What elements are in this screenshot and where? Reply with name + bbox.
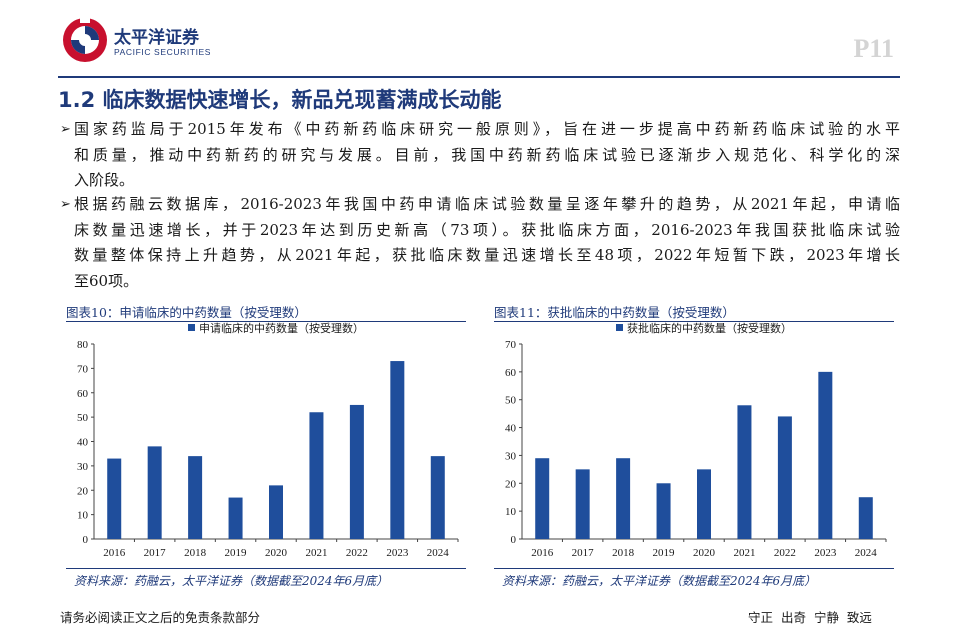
- bar-2017: [575, 469, 590, 539]
- x-tick-label: 2017: [144, 547, 167, 559]
- bar-chart-svg: 获批临床的中药数量（按受理数） 0 10 20 30 40 50 60 70 2016 2017 20…: [505, 322, 887, 559]
- legend-label: 申请临床的中药数量（按受理数）: [199, 322, 364, 335]
- chart-top-rule: [494, 321, 894, 322]
- logo-emblem-icon: [63, 16, 107, 62]
- y-tick-label: 10: [77, 510, 89, 522]
- x-tick-label: 2016: [103, 547, 126, 559]
- x-tick-label: 2020: [693, 547, 716, 559]
- x-tick-label: 2019: [225, 547, 248, 559]
- bar-chart-svg: 申请临床的中药数量（按受理数） 0 10 20 30 40 50 60 70 80 2016 2017…: [77, 322, 459, 559]
- x-tick-label: 2016: [531, 547, 554, 559]
- paragraph-line: 入阶段。: [74, 171, 135, 189]
- y-tick-label: 0: [511, 534, 517, 546]
- bar-2016: [535, 458, 550, 539]
- y-tick-label: 40: [77, 437, 89, 449]
- bar-2018: [188, 456, 203, 539]
- bullet-arrow-icon: ➢: [60, 197, 71, 212]
- section-title: 1.2 临床数据快速增长，新品兑现蓄满成长动能: [58, 88, 502, 112]
- y-tick-label: 0: [83, 534, 89, 546]
- chart-source: 资料来源：药融云，太平洋证券（数据截至2024年6月底）: [74, 574, 389, 588]
- y-tick-label: 50: [505, 395, 517, 407]
- title-divider: [58, 76, 900, 78]
- x-tick-label: 2019: [653, 547, 676, 559]
- bar-2021: [309, 412, 324, 539]
- logo-chinese-name: 太平洋证券: [114, 28, 199, 48]
- y-tick-label: 70: [77, 363, 89, 375]
- chart-application-count: 图表10：申请临床的中药数量（按受理数） 申请临床的中药数量（按受理数） 0 10 2…: [66, 298, 466, 590]
- y-tick-label: 60: [505, 367, 517, 379]
- x-tick-label: 2021: [305, 547, 327, 559]
- bar-2022: [349, 404, 364, 539]
- x-tick-label: 2017: [572, 547, 595, 559]
- company-logo: 太平洋证券 PACIFIC SECURITIES: [60, 14, 210, 66]
- paragraph-line: 床数量迅速增长，并于2023年达到历史新高（73项）。获批临床方面，2016-2…: [74, 220, 900, 239]
- chart-source: 资料来源：药融云，太平洋证券（数据截至2024年6月底）: [502, 574, 817, 588]
- paragraph-line: 和质量，推动中药新药的研究与发展。目前，我国中药新药临床试验已逐渐步入规范化、科…: [74, 145, 900, 164]
- paragraph-line: 国家药监局于2015年发布《中药新药临床研究一般原则》，旨在进一步提高中药新药临…: [74, 120, 900, 138]
- chart-legend: 获批临床的中药数量（按受理数）: [616, 322, 792, 335]
- chart-legend: 申请临床的中药数量（按受理数）: [188, 322, 364, 335]
- chart-title: 图表11：获批临床的中药数量（按受理数）: [494, 305, 735, 320]
- x-tick-label: 2018: [612, 547, 635, 559]
- logo-english-name: PACIFIC SECURITIES: [114, 47, 212, 57]
- bar-2019: [228, 497, 243, 539]
- footer-disclaimer: 请务必阅读正文之后的免责条款部分: [60, 610, 261, 625]
- y-tick-label: 20: [77, 485, 89, 497]
- bar-2023: [390, 361, 405, 539]
- x-tick-label: 2022: [346, 547, 368, 559]
- bar-2019: [656, 483, 671, 539]
- bar-2023: [818, 371, 833, 539]
- chart-title: 图表10：申请临床的中药数量（按受理数）: [66, 305, 307, 320]
- x-tick-label: 2020: [265, 547, 288, 559]
- bar-2018: [616, 458, 631, 539]
- y-tick-label: 40: [505, 423, 517, 435]
- page-number: P11: [853, 34, 894, 63]
- bullet-arrow-icon: ➢: [60, 122, 71, 137]
- legend-swatch: [616, 324, 623, 331]
- paragraph-1: ➢ 国家药监局于2015年发布《中药新药临床研究一般原则》，旨在进一步提高中药新…: [60, 117, 900, 194]
- legend-label: 获批临床的中药数量（按受理数）: [627, 322, 792, 335]
- chart-bottom-rule: [494, 568, 894, 569]
- bar-2022: [777, 416, 792, 539]
- bar-2020: [697, 469, 711, 539]
- bar-2016: [107, 458, 122, 539]
- x-tick-label: 2024: [427, 547, 450, 559]
- chart-approval-count: 图表11：获批临床的中药数量（按受理数） 获批临床的中药数量（按受理数） 0 10 2…: [494, 298, 894, 590]
- paragraph-line: 数量整体保持上升趋势，从2021年起，获批临床数量迅速增长至48项，2022年短…: [74, 246, 900, 264]
- x-tick-label: 2023: [386, 547, 409, 559]
- y-tick-label: 50: [77, 412, 89, 424]
- legend-swatch: [188, 324, 195, 331]
- bar-2020: [269, 485, 283, 539]
- bar-2024: [430, 456, 445, 539]
- footer-motto: 守正 出奇 宁静 致远: [748, 610, 872, 625]
- y-tick-label: 30: [77, 461, 89, 473]
- x-tick-label: 2023: [814, 547, 837, 559]
- y-tick-label: 20: [505, 478, 517, 490]
- x-tick-label: 2022: [774, 547, 796, 559]
- x-tick-label: 2018: [184, 547, 207, 559]
- y-tick-label: 60: [77, 388, 89, 400]
- y-tick-label: 10: [505, 506, 517, 518]
- paragraph-2: ➢ 根据药融云数据库，2016-2023年我国中药申请临床试验数量呈逐年攀升的趋…: [60, 192, 900, 294]
- x-tick-label: 2021: [733, 547, 755, 559]
- y-tick-label: 70: [505, 339, 517, 351]
- bar-2017: [147, 446, 162, 539]
- y-tick-label: 80: [77, 339, 89, 351]
- x-tick-label: 2024: [855, 547, 878, 559]
- y-tick-label: 30: [505, 450, 517, 462]
- chart-bottom-rule: [66, 568, 466, 569]
- paragraph-line: 至60项。: [74, 271, 139, 290]
- chart-top-rule: [66, 321, 466, 322]
- bar-2021: [737, 405, 752, 539]
- bar-2024: [858, 497, 873, 539]
- paragraph-line: 根据药融云数据库，2016-2023年我国中药申请临床试验数量呈逐年攀升的趋势，…: [74, 195, 900, 213]
